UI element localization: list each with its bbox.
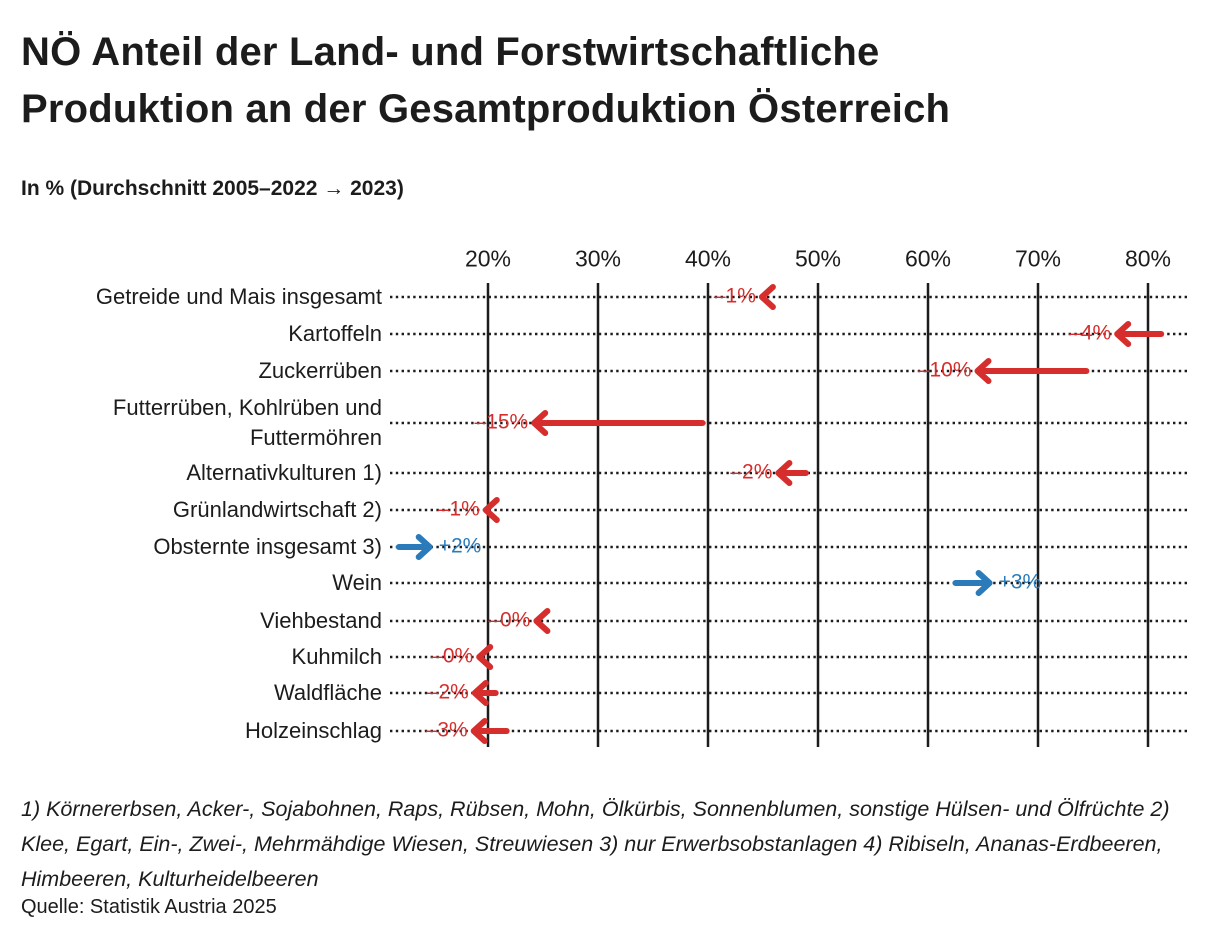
chart-subtitle: In % (Durchschnitt 2005–2022 → 2023) xyxy=(21,177,404,200)
arrow-head xyxy=(1114,321,1132,347)
arrow-head xyxy=(482,497,500,523)
arrow-head xyxy=(775,460,793,486)
page-title-line-2: Produktion an der Gesamtproduktion Öster… xyxy=(21,87,951,131)
footnote: 1) Körnererbsen, Acker-, Sojabohnen, Rap… xyxy=(21,797,1170,891)
arrow-head xyxy=(975,570,993,596)
source-caption: Quelle: Statistik Austria 2025 xyxy=(21,896,277,918)
arrow-head xyxy=(476,644,494,670)
page-title: NÖ Anteil der Land- und Forstwirtschaftl… xyxy=(21,24,950,138)
arrow-head xyxy=(470,718,488,744)
arrow-head xyxy=(415,534,433,560)
page-title-line-1: NÖ Anteil der Land- und Forstwirtschaftl… xyxy=(21,30,880,74)
arrow-head xyxy=(974,358,992,384)
arrow-head xyxy=(758,284,776,310)
arrow-head xyxy=(533,608,551,634)
arrow-head xyxy=(531,410,549,436)
arrow-head xyxy=(471,680,489,706)
